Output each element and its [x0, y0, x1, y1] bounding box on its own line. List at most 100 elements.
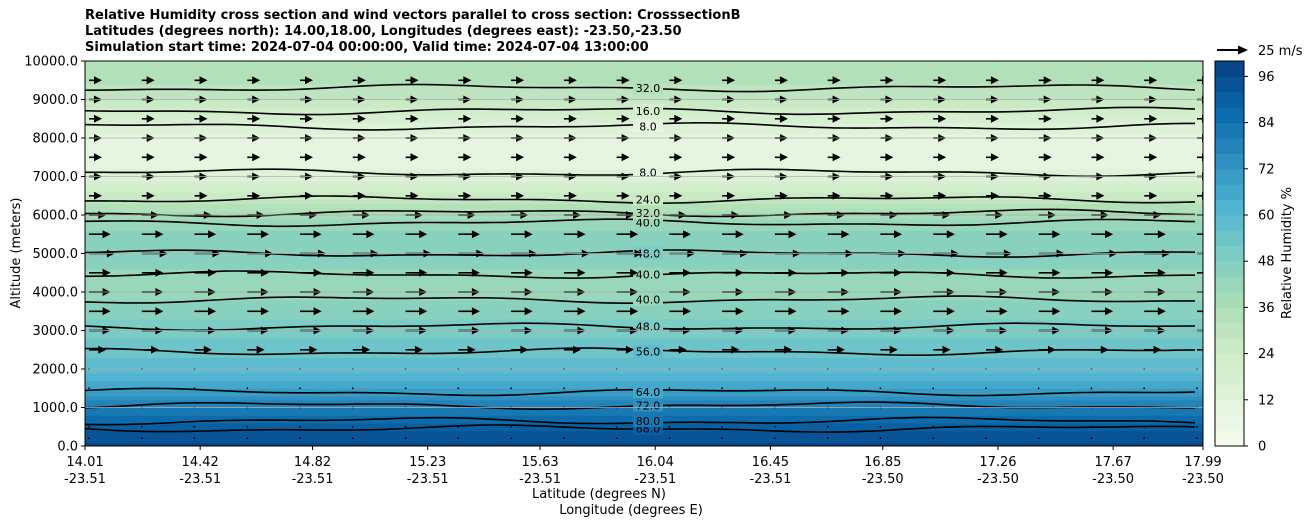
wind-vector [827, 191, 841, 200]
wind-vector [511, 153, 525, 162]
rh-band [85, 138, 1203, 143]
wind-vector [458, 191, 472, 200]
wind-vector-head [1206, 211, 1214, 219]
wind-vector [247, 153, 261, 162]
wind-vector-head [1100, 345, 1109, 354]
contour-label-bg [633, 104, 663, 118]
wind-vector [511, 114, 525, 123]
wind-vector [1091, 191, 1105, 200]
wind-vector [1090, 437, 1093, 440]
wind-vector [1038, 114, 1052, 123]
wind-vector [722, 153, 736, 162]
y-tick-label: 6000.0 [33, 209, 79, 224]
wind-vector [774, 230, 797, 239]
wind-vector-head [894, 268, 902, 277]
wind-vector [246, 387, 249, 390]
wind-vector-head [1157, 307, 1166, 316]
wind-vector [774, 76, 788, 85]
wind-vector-head [260, 268, 269, 277]
rh-band [85, 61, 1203, 66]
wind-vector-head [1096, 191, 1105, 200]
rh-band [85, 176, 1203, 181]
y-tick-label: 0.0 [57, 440, 78, 455]
wind-vector-head [94, 153, 102, 162]
wind-vector-head [683, 268, 691, 277]
wind-vector-head [463, 114, 472, 123]
rh-band [85, 376, 1203, 382]
x-tick-label-latitude: 14.82 [294, 455, 331, 470]
colorbar-segment [1215, 307, 1244, 324]
wind-vector [193, 437, 196, 440]
wind-vector-head [313, 268, 322, 277]
x-tick-label-longitude: -23.51 [179, 472, 221, 487]
wind-vector [827, 230, 850, 239]
wind-vector-head [260, 307, 269, 316]
wind-vector-head [674, 114, 683, 123]
contour-label: 40.0 [636, 294, 661, 307]
wind-vector-head [313, 230, 322, 239]
wind-vector-head [199, 153, 208, 162]
wind-vector-head [1043, 191, 1052, 200]
wind-vector [405, 76, 419, 85]
rh-band [85, 203, 1203, 208]
contour-label-bg [633, 246, 663, 260]
wind-vector [1143, 387, 1146, 390]
wind-vector [458, 345, 476, 354]
wind-vector [1037, 437, 1040, 440]
wind-vector [826, 437, 829, 440]
wind-vector [722, 114, 736, 123]
wind-vector-head [524, 230, 533, 239]
wind-vector-head [841, 307, 850, 316]
colorbar-segment [1215, 215, 1244, 231]
wind-vector [932, 425, 935, 428]
y-axis: 0.0 1000.0 2000.0 3000.0 4000.0 5000.0 6000.0 7… [24, 55, 85, 455]
wind-vector [1091, 345, 1109, 354]
wind-vector-head [621, 114, 630, 123]
wind-vector [141, 345, 159, 354]
contour-label-bg [633, 165, 663, 179]
wind-vector-head [999, 230, 1008, 239]
wind-vector-head [366, 268, 375, 277]
colorbar-segment [1215, 415, 1244, 432]
wind-vector [933, 76, 947, 85]
wind-vector [511, 345, 529, 354]
wind-vector [985, 387, 987, 390]
wind-vector [140, 437, 143, 440]
x-tick-label-latitude: 16.85 [864, 455, 901, 470]
wind-vector [193, 425, 196, 428]
wind-vector [722, 307, 744, 316]
wind-vector-head [516, 191, 525, 200]
wind-vector-head [727, 191, 736, 200]
colorbar-segment [1215, 322, 1244, 339]
rh-band [85, 284, 1203, 289]
wind-vector-head [362, 345, 371, 354]
wind-vector-head [727, 76, 736, 85]
wind-vector-head [357, 153, 366, 162]
rh-band [85, 241, 1203, 247]
rh-band [85, 288, 1203, 293]
wind-vector-head [102, 307, 111, 316]
wind-vector [880, 114, 894, 123]
x-tick-label-latitude: 14.42 [182, 455, 219, 470]
wind-vector-head [674, 191, 683, 200]
contour-label: 48.0 [636, 321, 661, 334]
wind-vector [1144, 114, 1158, 123]
wind-vector [616, 307, 639, 316]
wind-vector-head [252, 76, 261, 85]
wind-vector [669, 268, 691, 277]
wind-vector-head [414, 345, 423, 354]
wind-vector-head [779, 191, 788, 200]
wind-vector-head [520, 345, 529, 354]
wind-vector [880, 345, 898, 354]
wind-vector-head [938, 114, 947, 123]
x-tick-label-latitude: 17.67 [1095, 455, 1132, 470]
wind-vector [458, 230, 480, 239]
contour-label: 40.0 [636, 269, 661, 282]
wind-vector-head [1043, 114, 1052, 123]
wind-vector [247, 268, 269, 277]
wind-vector-head [678, 345, 687, 354]
wind-vector [1038, 268, 1061, 277]
wind-vector-head [568, 191, 577, 200]
wind-vector [563, 425, 565, 428]
wind-vector-head [568, 76, 577, 85]
